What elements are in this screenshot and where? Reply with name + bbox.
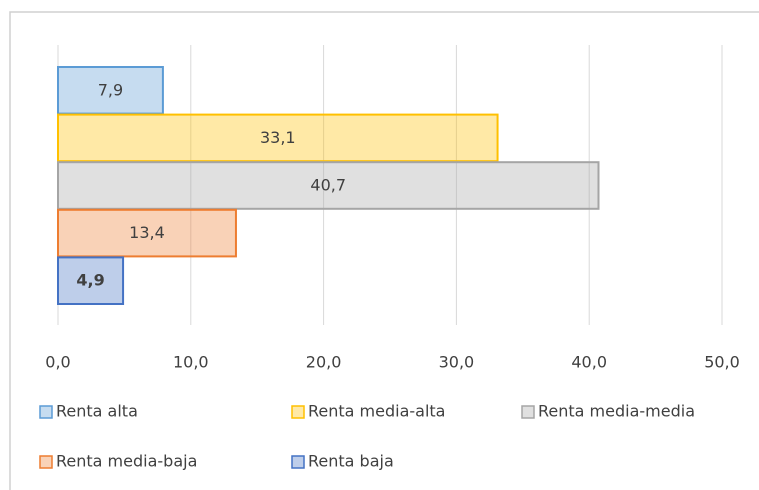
chart-frame xyxy=(9,11,759,490)
legend-label: Renta alta xyxy=(56,402,138,421)
legend-label: Renta media-baja xyxy=(56,452,197,471)
x-tick-label: 30,0 xyxy=(439,353,475,372)
x-tick-label: 50,0 xyxy=(704,353,740,372)
legend-label: Renta baja xyxy=(308,452,394,471)
legend-swatch xyxy=(291,455,305,469)
data-label: 33,1 xyxy=(260,128,296,147)
legend-label: Renta media-media xyxy=(538,402,695,421)
bar xyxy=(57,113,499,163)
legend-swatch xyxy=(39,405,53,419)
data-label: 40,7 xyxy=(310,176,346,195)
bar xyxy=(57,208,237,258)
legend-swatch xyxy=(39,455,53,469)
data-label: 7,9 xyxy=(98,80,123,99)
legend-swatch xyxy=(291,405,305,419)
legend-swatch xyxy=(521,405,535,419)
x-tick-label: 40,0 xyxy=(571,353,607,372)
legend-label: Renta media-alta xyxy=(308,402,445,421)
bar xyxy=(57,161,600,210)
x-tick-label: 20,0 xyxy=(306,353,342,372)
data-label: 4,9 xyxy=(76,271,104,290)
bar xyxy=(57,256,125,305)
x-tick-label: 0,0 xyxy=(45,353,70,372)
data-label: 13,4 xyxy=(129,223,165,242)
x-tick-label: 10,0 xyxy=(173,353,209,372)
